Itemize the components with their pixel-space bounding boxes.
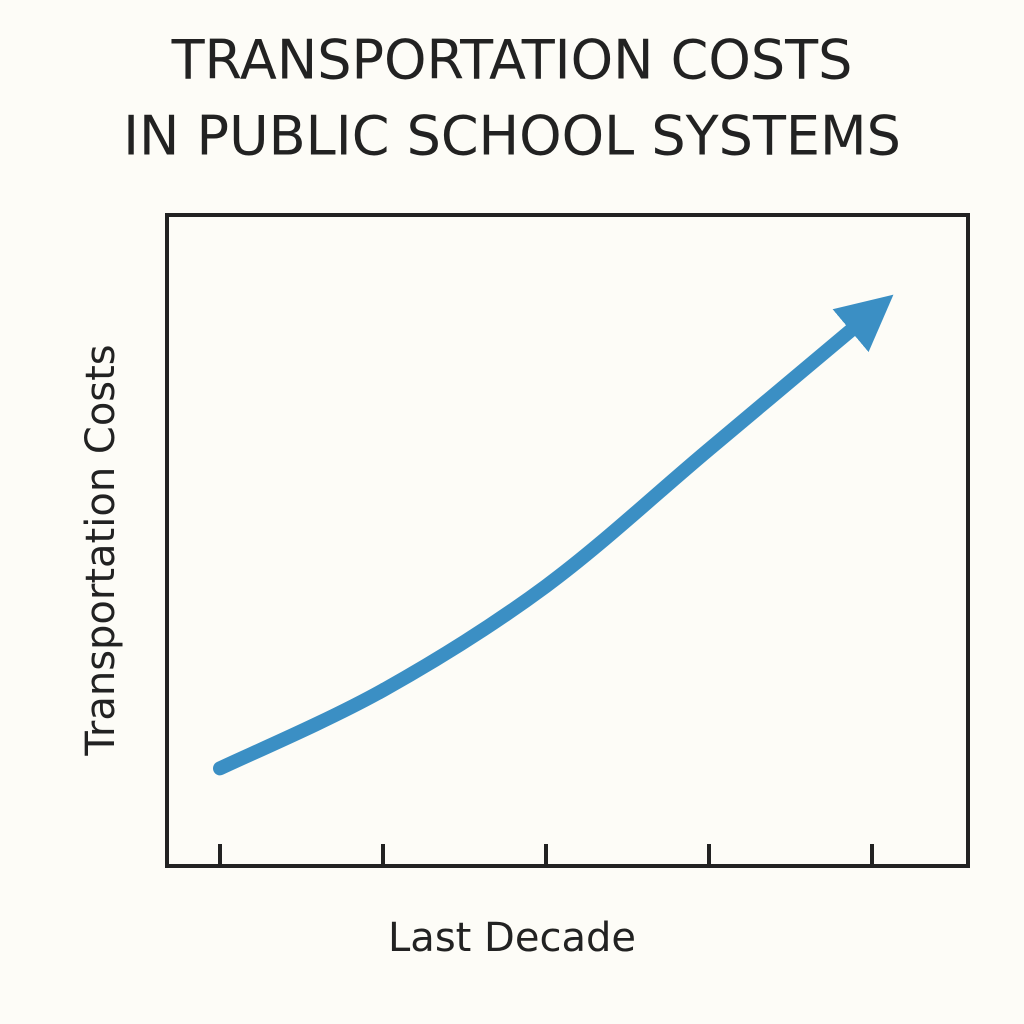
- line-series: [213, 294, 894, 776]
- y-axis-label: Transportation Costs: [78, 344, 124, 756]
- x-axis-label: Last Decade: [388, 915, 636, 961]
- chart-title: IN PUBLIC SCHOOL SYSTEMS: [123, 105, 901, 168]
- plot-frame: [165, 213, 970, 868]
- chart-title: TRANSPORTATION COSTS: [171, 29, 853, 92]
